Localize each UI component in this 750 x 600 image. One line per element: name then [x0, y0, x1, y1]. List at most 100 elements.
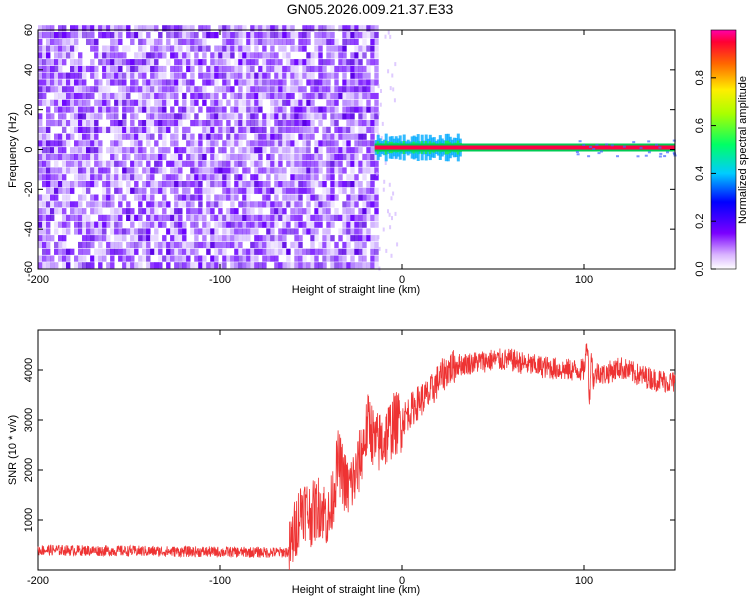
spectrogram-cell — [178, 147, 183, 154]
spectrogram-cell — [154, 106, 159, 113]
spectrogram-cell — [150, 65, 155, 73]
spectrogram-cell — [94, 160, 99, 167]
spectrogram-cell — [190, 45, 195, 52]
spectrogram-cell — [266, 214, 271, 221]
spectrogram-cell — [346, 92, 351, 100]
spectrogram-cell — [142, 133, 147, 140]
spectrogram-cell — [74, 167, 79, 174]
spectrogram-cell — [78, 181, 83, 188]
spectrogram-cell — [102, 72, 107, 79]
spectrogram-cell — [110, 52, 115, 59]
spectrogram-cell — [374, 187, 379, 194]
spectrogram-cell — [194, 45, 199, 52]
spectrogram-cell — [158, 106, 163, 113]
spectrogram-cell — [206, 228, 211, 235]
spectrogram-cell — [162, 113, 167, 120]
spectrogram-cell — [338, 235, 343, 242]
spectrogram-cell — [246, 72, 251, 79]
spectrogram-cell — [314, 208, 319, 215]
spectrogram-cell — [274, 79, 279, 86]
spectrogram-cell — [198, 174, 203, 181]
spectrogram-cell — [46, 133, 51, 140]
spectrogram-cell — [346, 174, 351, 181]
spectrogram-cell — [302, 86, 307, 93]
spectrogram-cell — [174, 255, 179, 262]
spectrogram-cell — [318, 79, 323, 86]
spectrogram-cell — [254, 38, 259, 45]
spectrogram-cell — [138, 45, 143, 52]
spectrogram-cell — [306, 214, 311, 221]
spectrogram-cell — [38, 92, 43, 100]
spectrogram-cell — [246, 248, 251, 255]
spectrogram-cell — [238, 160, 243, 167]
spectrogram-cell — [70, 92, 75, 100]
spectrogram-cell — [234, 79, 239, 86]
spectrogram-cell — [126, 126, 131, 133]
spectrogram-cell — [254, 99, 259, 106]
spectrogram-cell — [334, 65, 339, 73]
spectrogram-cell — [182, 92, 187, 100]
spectrogram-cell — [282, 126, 287, 133]
spectrogram-cell — [166, 248, 171, 255]
spectrogram-cell — [154, 241, 159, 249]
spectrogram-cell — [326, 72, 331, 79]
spectrogram-cell — [110, 160, 115, 167]
spectrogram-cell — [154, 235, 159, 242]
spectrogram-cell — [74, 140, 79, 147]
spectrogram-cell — [274, 248, 279, 255]
spectrogram-cell — [110, 208, 115, 215]
spectrogram-cell — [362, 113, 367, 120]
spectrogram-cell — [286, 221, 291, 228]
spectrogram-cell — [218, 106, 223, 113]
spectrogram-cell — [154, 187, 159, 194]
spectrogram-cell — [170, 167, 175, 174]
spectrogram-cell — [230, 201, 235, 208]
spectrogram-cell — [302, 208, 307, 215]
spectrogram-cell — [110, 32, 115, 39]
spectrogram-cell — [98, 79, 103, 86]
spectrogram-cell — [82, 86, 87, 93]
spectrogram-cell — [330, 140, 335, 147]
spectrogram-cell — [254, 25, 259, 32]
spectrogram-cell — [118, 194, 123, 201]
spectrogram-cell — [330, 160, 335, 167]
spectrogram-cell — [254, 187, 259, 194]
spectrogram-cell — [162, 52, 167, 59]
spectrogram-cell — [106, 147, 111, 154]
spectrogram-cell — [186, 153, 191, 161]
spectrogram-cell — [206, 181, 211, 188]
spectrogram-cell — [306, 167, 311, 174]
spectrogram-cell — [230, 228, 235, 235]
spectrogram-cell — [186, 174, 191, 181]
spectrogram-cell — [350, 262, 355, 269]
spectrogram-cell — [130, 174, 135, 181]
spectrogram-cell — [190, 221, 195, 228]
spectrogram-cell — [242, 59, 247, 66]
spectrogram-cell — [122, 99, 127, 106]
spectrogram-cell — [158, 262, 163, 269]
spectrogram-cell — [50, 113, 55, 120]
spectrogram-cell — [230, 262, 235, 269]
spectrogram-cell — [246, 32, 251, 39]
spectrogram-cell — [66, 167, 71, 174]
spectrogram-cell — [262, 92, 267, 100]
spectrogram-cell — [218, 241, 223, 249]
spectrogram-cell — [162, 235, 167, 242]
spectrogram-cell — [302, 99, 307, 106]
spectrogram-cell — [218, 99, 223, 106]
spectrogram-cell — [314, 113, 319, 120]
spectrogram-cell — [258, 221, 263, 228]
spectrogram-cell — [242, 25, 247, 32]
spectrogram-cell — [310, 153, 315, 161]
spectrogram-cell — [318, 153, 323, 161]
spectrogram-cell — [274, 194, 279, 201]
spectrogram-cell — [306, 72, 311, 79]
spectrogram-cell — [222, 79, 227, 86]
spectrogram-cell — [202, 126, 207, 133]
spectrogram-cell — [194, 262, 199, 269]
spectrogram-cell — [298, 38, 303, 45]
spectrogram-cell — [370, 262, 375, 269]
spectrogram-cell — [270, 38, 275, 45]
spectrogram-cell — [366, 214, 371, 221]
spectrogram-cell — [86, 181, 91, 188]
